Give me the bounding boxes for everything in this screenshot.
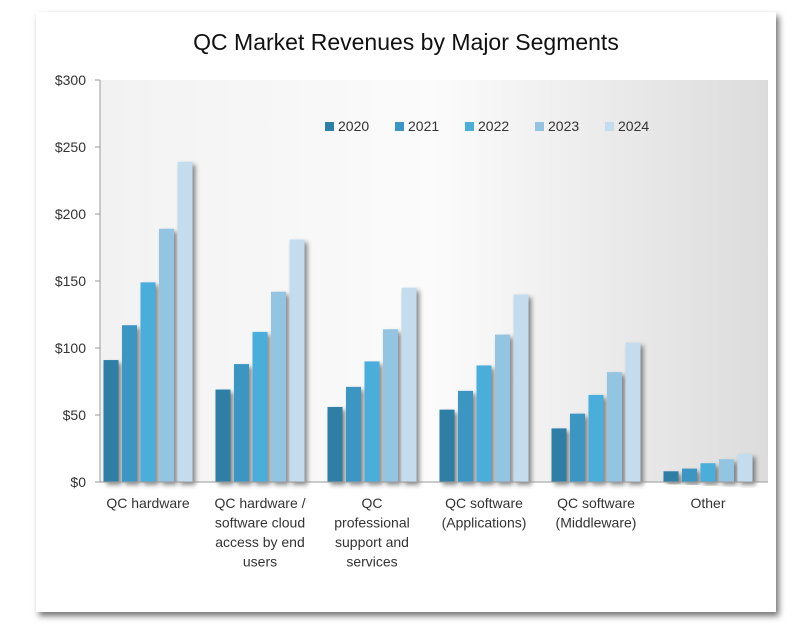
bar-2020-4: [551, 428, 567, 482]
legend-swatch: [465, 122, 474, 131]
x-category-label: QC software: [445, 495, 523, 511]
legend-swatch: [535, 122, 544, 131]
bar-2023-3: [495, 334, 510, 482]
plot-area: [100, 80, 768, 482]
x-category-label: (Middleware): [556, 515, 637, 531]
legend-swatch: [395, 122, 404, 131]
x-category-label: Other: [690, 495, 725, 511]
x-category-label: QC: [362, 495, 383, 511]
bar-2024-0: [177, 161, 193, 483]
y-tick-label: $200: [55, 206, 86, 222]
bar-2020-2: [327, 406, 343, 482]
bar-2020-1: [215, 389, 231, 482]
bar-2024-3: [513, 294, 529, 482]
bar-2024-2: [401, 287, 417, 482]
y-tick-label: $300: [55, 72, 86, 88]
x-category-label: QC software: [557, 495, 635, 511]
bar-2023-1: [271, 291, 286, 482]
bar-2021-4: [570, 413, 585, 482]
bar-2024-1: [289, 239, 305, 482]
x-category-label: access by end: [215, 534, 305, 550]
bar-2022-2: [364, 361, 380, 482]
x-category-label: services: [346, 554, 397, 570]
bar-2023-5: [719, 459, 734, 482]
y-tick-label: $100: [55, 340, 86, 356]
bar-2021-5: [682, 468, 697, 482]
bar-2021-2: [346, 386, 361, 482]
bar-2020-0: [103, 360, 119, 482]
bar-2020-3: [439, 409, 455, 482]
legend-label: 2020: [338, 118, 369, 134]
y-tick-label: $250: [55, 139, 86, 155]
bar-2021-0: [122, 325, 137, 482]
bar-2023-2: [383, 329, 398, 482]
legend-label: 2024: [618, 118, 649, 134]
x-axis: QC hardware QC hardware / software cloud ac…: [100, 481, 768, 570]
legend-label: 2023: [548, 118, 579, 134]
x-category-label: QC hardware: [106, 495, 189, 511]
x-category-label: professional: [334, 515, 410, 531]
bar-series: [103, 161, 753, 483]
bar-2024-4: [625, 342, 641, 482]
bar-2022-3: [476, 365, 492, 482]
bar-2024-5: [737, 453, 753, 482]
y-tick-label: $150: [55, 273, 86, 289]
bar-2023-0: [159, 228, 174, 482]
bar-2023-4: [607, 372, 622, 482]
bar-2022-5: [700, 463, 716, 482]
legend-swatch: [325, 122, 334, 131]
chart-title: QC Market Revenues by Major Segments: [193, 29, 619, 55]
bar-2022-4: [588, 394, 604, 482]
x-category-label: QC hardware /: [214, 495, 305, 511]
legend-label: 2022: [478, 118, 509, 134]
y-tick-label: $0: [70, 474, 86, 490]
legend-swatch: [605, 122, 614, 131]
x-category-label: software cloud: [215, 515, 305, 531]
legend: 2020 2021 2022 2023 2024: [325, 118, 649, 134]
bar-2021-1: [234, 364, 249, 482]
x-category-label: support and: [335, 534, 409, 550]
x-category-label: (Applications): [442, 515, 527, 531]
y-tick-label: $50: [63, 407, 87, 423]
legend-label: 2021: [408, 118, 439, 134]
x-category-label: users: [243, 554, 277, 570]
bar-2022-1: [252, 331, 268, 482]
y-axis: $0 $50 $100 $150 $200 $250 $300: [55, 72, 101, 490]
bar-2021-3: [458, 390, 473, 482]
bar-2020-5: [663, 471, 679, 482]
bar-2022-0: [140, 282, 156, 482]
